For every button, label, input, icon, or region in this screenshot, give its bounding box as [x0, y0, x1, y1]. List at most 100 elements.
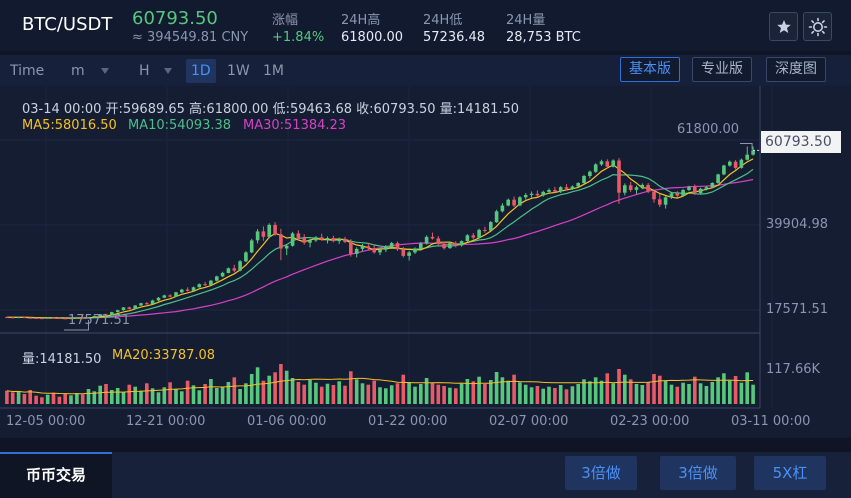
volume-bar [558, 385, 563, 404]
leverage-5x-button[interactable]: 5X杠杆 [754, 456, 826, 490]
candle-body [86, 317, 91, 319]
pro-version-button[interactable]: 专业版 [692, 57, 752, 82]
candle-body [232, 268, 237, 271]
volume-bar [553, 388, 557, 404]
volume-bar [34, 395, 38, 404]
caret-down-icon [163, 68, 172, 74]
volume-bar [92, 391, 97, 404]
stat-value-low: 57236.48 [423, 30, 486, 45]
price-axis-mid: 39904.98 [766, 217, 829, 232]
volume-bar [28, 390, 32, 404]
candle-body [150, 300, 155, 304]
volume-bar [16, 391, 21, 404]
candle-body [419, 243, 423, 249]
volume-bar [86, 389, 91, 404]
short-3x-button[interactable]: 3倍做空 [660, 456, 736, 490]
volume-bar [290, 378, 295, 404]
candle-body [634, 187, 639, 190]
candle-body [564, 187, 569, 189]
time-mode-button[interactable]: Time [10, 63, 45, 79]
candle-body [611, 160, 615, 167]
theme-toggle-button[interactable] [803, 12, 832, 41]
volume-bar [722, 373, 726, 404]
volume-bar [663, 380, 668, 404]
high-price-marker-label: 61800.00 [677, 122, 740, 137]
x-axis-label: 02-07 00:00 [489, 414, 569, 429]
candle-body [518, 197, 522, 206]
interval-minute-label: m [71, 63, 85, 79]
x-axis-label: 02-23 00:00 [610, 414, 690, 429]
candle-body [133, 305, 137, 309]
kline-chart[interactable]: 03-14 00:00 开:59689.65 高:61800.00 低:5946… [0, 86, 851, 438]
candle-body [593, 164, 598, 172]
last-price: 60793.50 [132, 8, 218, 29]
favorite-star-button[interactable] [769, 12, 798, 41]
volume-bar [203, 384, 207, 404]
volume-axis-max: 117.66K [766, 362, 821, 377]
ma5-info: MA5:58016.50 [22, 118, 117, 133]
ma30-info: MA30:51384.23 [243, 118, 347, 133]
volume-bar [477, 376, 481, 404]
stat-label-high: 24H高 [341, 13, 381, 28]
candle-body [226, 268, 231, 273]
star-icon [776, 19, 791, 33]
volume-bar [500, 377, 505, 404]
ticker-header: BTC/USDT 60793.50 ≈ 394549.81 CNY 涨幅 +1.… [0, 0, 851, 51]
volume-bar [349, 371, 353, 404]
volume-bar [728, 380, 732, 404]
candle-body [349, 241, 353, 254]
candle-body [5, 317, 9, 319]
candle-body [261, 231, 266, 237]
candle-body [185, 289, 190, 291]
candle-body [10, 317, 15, 319]
ma10-line [6, 168, 754, 319]
volume-bar [121, 392, 126, 404]
interval-1w-button[interactable]: 1W [227, 63, 250, 79]
volume-bar [337, 381, 341, 404]
candle-body [354, 248, 359, 254]
volume-bar [436, 384, 441, 404]
volume-bar [646, 382, 650, 404]
volume-bar [139, 390, 143, 404]
interval-1d-button[interactable]: 1D [186, 59, 216, 83]
depth-chart-button[interactable]: 深度图 [766, 57, 826, 82]
candle-body [652, 191, 656, 200]
volume-bar [127, 384, 132, 404]
interval-minute-dropdown[interactable]: m [66, 59, 114, 83]
candle-body [628, 185, 633, 190]
trading-pair[interactable]: BTC/USDT [22, 14, 113, 35]
volume-bar [343, 385, 347, 404]
volume-bar [360, 383, 365, 404]
volume-bar [5, 390, 9, 404]
candle-body [547, 190, 551, 192]
candle-body [716, 174, 720, 183]
volume-bar [110, 390, 114, 404]
candle-body [494, 211, 499, 223]
volume-bar [599, 380, 604, 404]
volume-bar [261, 380, 266, 404]
volume-bar [442, 386, 446, 404]
volume-bar [156, 392, 161, 404]
candle-body [220, 272, 225, 277]
trade-footer: 币币交易 3倍做多 3倍做空 5X杠杆 [0, 452, 851, 498]
candle-body [506, 199, 510, 206]
stat-value-volume: 28,753 BTC [506, 30, 581, 45]
basic-version-button[interactable]: 基本版 [620, 57, 680, 82]
candle-body [454, 243, 458, 246]
tab-spot-trading[interactable]: 币币交易 [0, 452, 112, 498]
volume-bar [145, 383, 149, 404]
volume-bar [331, 385, 336, 404]
stat-label-change: 涨幅 [272, 13, 299, 28]
candle-body [605, 161, 610, 167]
interval-1m-button[interactable]: 1M [263, 63, 284, 79]
long-3x-button[interactable]: 3倍做多 [565, 456, 637, 490]
interval-hour-dropdown[interactable]: H [134, 59, 177, 83]
moving-average-lines [6, 158, 754, 319]
candle-body [413, 248, 417, 253]
candle-body [238, 261, 242, 271]
candle-body [384, 246, 388, 250]
candle-body [558, 187, 563, 192]
sun-icon [808, 17, 827, 36]
volume-bar [98, 385, 102, 404]
candle-body [535, 193, 540, 196]
